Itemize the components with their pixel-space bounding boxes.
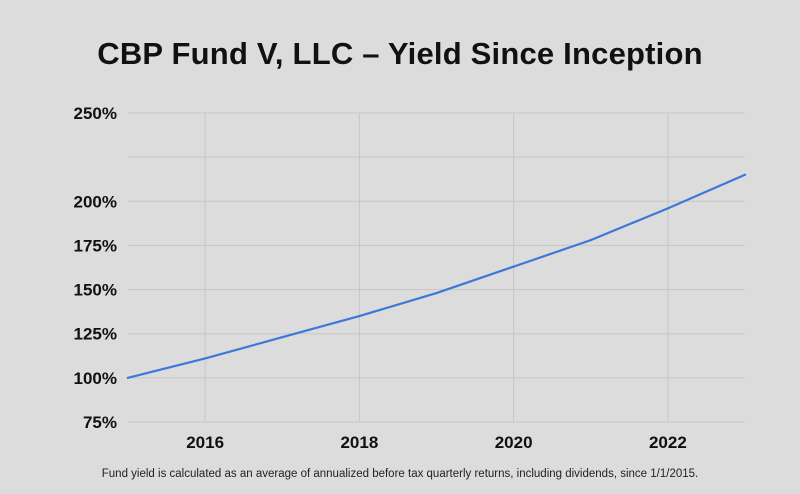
data-point [358,314,361,318]
y-tick-label: 200% [74,192,117,211]
y-tick-label: 75% [83,413,117,432]
series-layer [126,173,747,379]
y-tick-label: 150% [74,281,117,300]
x-tick-label: 2016 [186,433,224,452]
data-point [204,357,207,360]
grid-layer [128,112,745,423]
data-point [281,336,284,339]
data-point [589,239,592,242]
tick-label-layer: 75% 100% 125% 150% 175% 200% 250% 2016 2018 2020 2… [74,104,687,452]
data-point [126,376,130,379]
series-line [126,173,747,379]
chart-footnote: Fund yield is calculated as an average o… [101,468,699,480]
data-point [512,265,515,268]
y-tick-label: 250% [74,104,117,123]
data-point [743,173,747,176]
x-tick-label: 2022 [649,433,687,452]
data-point [666,207,669,210]
data-point [435,292,438,295]
x-tick-label: 2018 [340,433,378,452]
y-tick-label: 175% [74,236,117,255]
y-tick-label: 125% [74,325,117,344]
x-tick-label: 2020 [495,433,533,452]
y-tick-label: 100% [74,369,117,388]
chart-title: CBP Fund V, LLC – Yield Since Inception [97,36,703,71]
